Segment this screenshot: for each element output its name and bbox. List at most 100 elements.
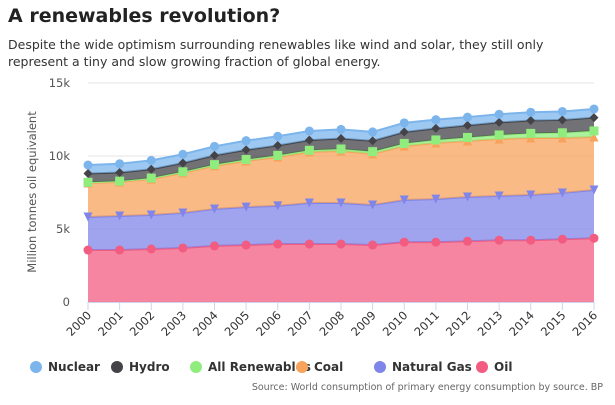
legend-item-hydro[interactable]: Hydro <box>111 360 170 374</box>
x-tick-label: 2004 <box>190 308 221 339</box>
all-renewables-point <box>146 173 156 183</box>
natural-gas-point <box>494 191 504 201</box>
oil-point <box>83 245 93 255</box>
natural-gas-point <box>178 208 188 218</box>
source-note: Source: World consumption of primary ene… <box>251 382 603 393</box>
x-tick-label: 2016 <box>570 308 601 339</box>
x-tick-label: 2008 <box>317 308 348 339</box>
legend-symbol-oil <box>476 361 488 373</box>
natural-gas-point <box>399 195 409 205</box>
all-renewables-point <box>526 128 536 138</box>
nuclear-point <box>336 124 346 134</box>
hydro-point <box>463 120 472 130</box>
x-tick-label: 2000 <box>64 308 95 339</box>
hydro-point <box>431 123 441 133</box>
coal-point <box>589 132 599 142</box>
y-tick-label: 10k <box>49 149 71 163</box>
natural-gas-point <box>273 201 283 211</box>
all-renewables-area <box>88 130 594 184</box>
y-tick-label: 0 <box>63 295 70 309</box>
oil-point <box>431 237 441 247</box>
hydro-point <box>399 127 409 137</box>
hydro-point <box>83 169 93 179</box>
oil-point <box>210 241 219 251</box>
all-renewables-point <box>589 126 599 136</box>
natural-gas-point <box>557 188 567 198</box>
legend-symbol-coal <box>296 361 308 373</box>
natural-gas-point <box>368 200 378 210</box>
legend-label: All Renewables <box>208 360 311 374</box>
oil-point <box>336 239 346 249</box>
all-renewables-point <box>557 128 567 138</box>
all-renewables-point <box>399 138 409 148</box>
nuclear-point <box>399 118 409 128</box>
x-tick-label: 2002 <box>127 308 158 339</box>
natural-gas-point <box>431 194 441 204</box>
all-renewables-point <box>494 130 504 140</box>
chart-title: A renewables revolution? <box>8 5 281 27</box>
nuclear-point <box>368 127 378 137</box>
hydro-point <box>210 150 219 160</box>
hydro-point <box>273 140 283 150</box>
legend-item-natural-gas[interactable]: Natural Gas <box>374 360 472 374</box>
all-renewables-point <box>83 177 93 187</box>
all-renewables-point <box>304 145 314 155</box>
legend-item-oil[interactable]: Oil <box>476 360 512 374</box>
x-tick-label: 2003 <box>158 308 189 339</box>
x-tick-label: 2010 <box>380 308 411 339</box>
legend-symbol-hydro <box>111 361 123 373</box>
legend-symbol-all-renewables <box>190 361 202 373</box>
legend-symbol-natural-gas <box>374 361 386 373</box>
hydro-point <box>115 167 125 177</box>
x-tick-label: 2005 <box>222 308 253 339</box>
oil-point <box>463 236 472 246</box>
nuclear-point <box>115 159 125 169</box>
all-renewables-point <box>210 160 219 170</box>
nuclear-point <box>494 109 504 119</box>
oil-point <box>368 240 378 250</box>
y-tick-label: 5k <box>56 222 70 236</box>
all-renewables-point <box>178 167 188 177</box>
x-tick-label: 2012 <box>443 308 474 339</box>
chart-subtitle: Despite the wide optimism surrounding re… <box>8 37 544 69</box>
legend-item-all-renewables[interactable]: All Renewables <box>190 360 311 374</box>
oil-point <box>146 244 156 254</box>
natural-gas-point <box>304 198 314 208</box>
oil-point <box>115 245 125 255</box>
oil-point <box>241 240 251 250</box>
nuclear-point <box>526 107 536 117</box>
legend-item-nuclear[interactable]: Nuclear <box>30 360 100 374</box>
hydro-point <box>526 116 536 126</box>
x-tick-label: 2013 <box>475 308 506 339</box>
legend-label: Natural Gas <box>392 360 472 374</box>
natural-gas-point <box>241 202 251 212</box>
hydro-point <box>589 113 599 123</box>
legend-label: Coal <box>314 360 343 374</box>
all-renewables-point <box>241 155 251 165</box>
nuclear-point <box>241 136 251 146</box>
oil-point <box>399 237 409 247</box>
natural-gas-point <box>589 185 599 195</box>
nuclear-point <box>463 112 472 122</box>
natural-gas-point <box>115 211 125 221</box>
natural-gas-point <box>210 204 219 214</box>
legend-item-coal[interactable]: Coal <box>296 360 343 374</box>
all-renewables-point <box>368 147 378 157</box>
hydro-point <box>336 133 346 143</box>
coal-point <box>557 133 567 143</box>
hydro-point <box>494 117 504 127</box>
nuclear-point <box>431 115 441 125</box>
natural-gas-area <box>88 190 594 251</box>
hydro-point <box>368 136 378 146</box>
natural-gas-point <box>336 198 346 208</box>
oil-point <box>526 235 536 245</box>
all-renewables-point <box>336 144 346 154</box>
nuclear-point <box>178 149 188 159</box>
nuclear-point <box>273 131 283 141</box>
oil-point <box>273 239 283 249</box>
all-renewables-point <box>273 150 283 160</box>
nuclear-point <box>146 155 156 165</box>
x-tick-label: 2009 <box>348 308 379 339</box>
x-tick-label: 2015 <box>538 308 569 339</box>
natural-gas-point <box>526 190 536 200</box>
